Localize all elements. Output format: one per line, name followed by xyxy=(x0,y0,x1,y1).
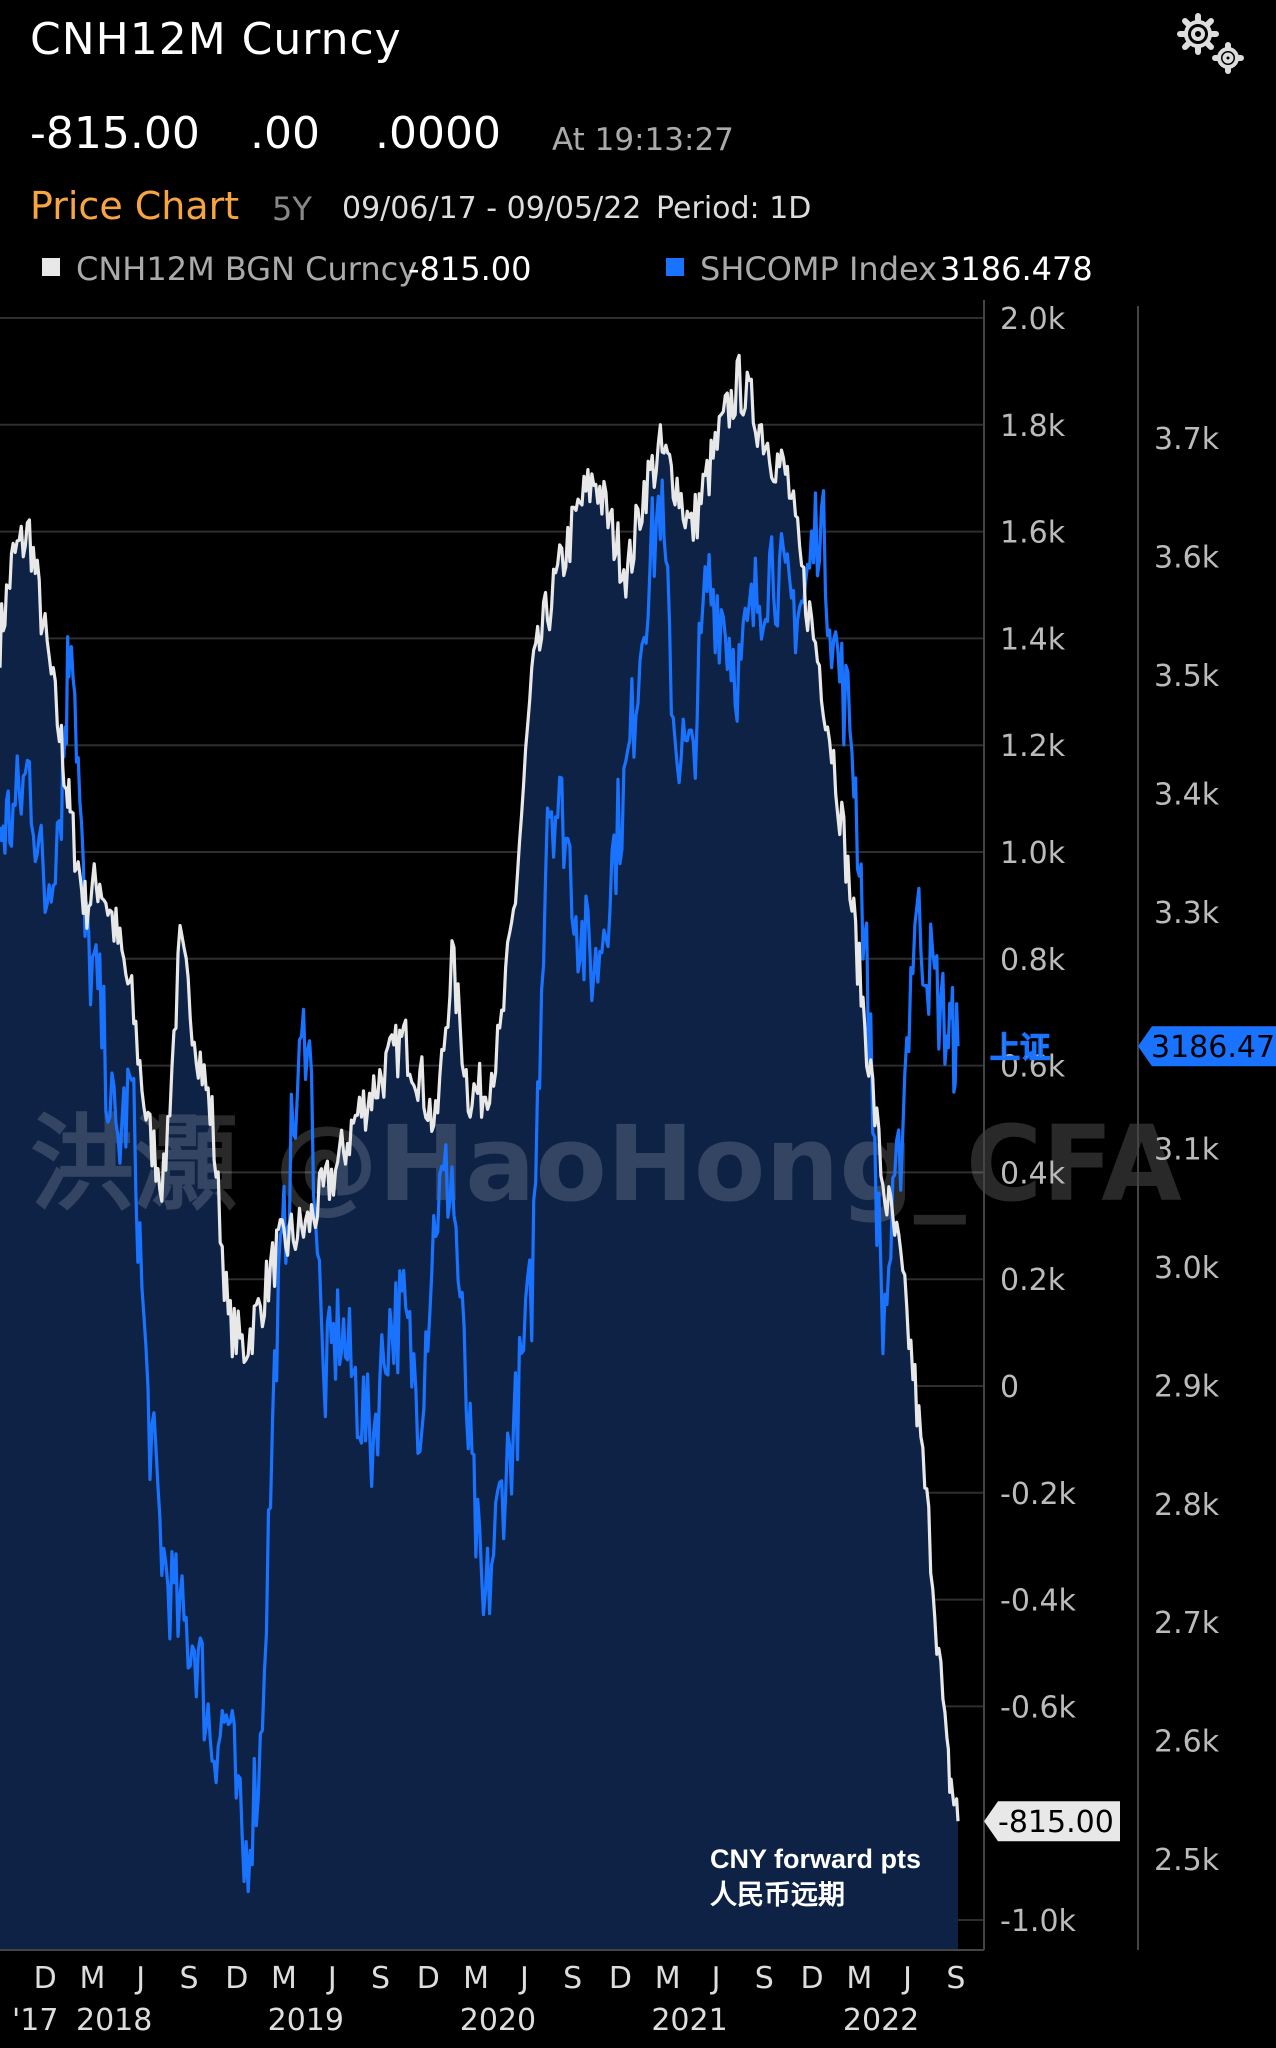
month-tick-label: S xyxy=(755,1961,774,1996)
legend-value-shcomp: 3186.478 xyxy=(940,250,1093,288)
shcomp-last-value: 3186.478 xyxy=(1151,1030,1276,1065)
net-change: .00 xyxy=(250,108,320,159)
right-tick-label: 2.5k xyxy=(1154,1843,1220,1878)
year-tick-label: 2021 xyxy=(651,2003,727,2038)
year-tick-label: 2018 xyxy=(76,2003,152,2038)
date-range[interactable]: 09/06/17 - 09/05/22 xyxy=(342,191,642,226)
left-axis-ticks: 2.0k 1.8k 1.6k 1.4k 1.2k 1.0k 0.8k 0.6k 0.4k 0.2k… xyxy=(1000,302,1077,1939)
left-tick-label: 0.8k xyxy=(1000,943,1066,978)
right-axis-ticks: 3.7k 3.6k 3.5k 3.4k 3.3k 3.1k 3.0k 2.9k 2.8k 2.7k… xyxy=(1154,422,1220,1878)
period-selector[interactable]: Period: 1D xyxy=(656,191,812,226)
month-tick-label: M xyxy=(463,1961,489,1996)
month-tick-label: D xyxy=(34,1961,57,1996)
cnh-area-fill xyxy=(0,355,958,1950)
month-tick-label: J xyxy=(326,1961,337,1996)
cnh-last-value: -815.00 xyxy=(998,1805,1114,1840)
right-tick-label: 3.7k xyxy=(1154,422,1220,457)
left-tick-label: 1.8k xyxy=(1000,409,1066,444)
month-tick-label: M xyxy=(846,1961,872,1996)
left-tick-label: -0.2k xyxy=(1000,1477,1077,1512)
range-selector[interactable]: 5Y xyxy=(272,190,312,228)
year-tick-label: 2022 xyxy=(843,2003,919,2038)
last-value-labels: -815.00 3186.478 上证 xyxy=(984,1026,1276,1842)
month-tick-label: J xyxy=(901,1961,912,1996)
cnh-last-badge xyxy=(984,1801,1120,1842)
left-tick-label: -0.4k xyxy=(1000,1584,1077,1619)
quote-time: At 19:13:27 xyxy=(552,122,734,158)
page-title: CNH12M Curncy xyxy=(30,14,402,65)
legend-name-shcomp: SHCOMP Index xyxy=(700,250,938,288)
x-axis-ticks: D M J S D M J S D M J S D M J S D M J S'17 2018 2019 2020 2021 2… xyxy=(12,1961,965,2038)
month-tick-label: S xyxy=(563,1961,582,1996)
month-tick-label: J xyxy=(134,1961,145,1996)
month-tick-label: M xyxy=(271,1961,297,1996)
year-tick-label: '17 xyxy=(12,2003,58,2038)
pct-change: .0000 xyxy=(375,108,501,159)
month-tick-label: D xyxy=(417,1961,440,1996)
right-tick-label: 3.1k xyxy=(1154,1133,1220,1168)
left-tick-label: 0.6k xyxy=(1000,1050,1066,1085)
left-tick-label: 1.2k xyxy=(1000,729,1066,764)
gear-icon[interactable] xyxy=(1170,8,1250,78)
right-tick-label: 2.7k xyxy=(1154,1606,1220,1641)
left-tick-label: 1.6k xyxy=(1000,516,1066,551)
price-chart[interactable]: 洪灝 @HaoHong_CFA 2.0k 1.8k 1.6k 1.4k 1.2k 1.0k… xyxy=(0,300,1276,2048)
month-tick-label: S xyxy=(179,1961,198,1996)
right-tick-label: 2.9k xyxy=(1154,1369,1220,1404)
month-tick-label: M xyxy=(79,1961,105,1996)
legend-name-cnh: CNH12M BGN Curncy xyxy=(76,250,418,288)
month-tick-label: J xyxy=(518,1961,529,1996)
left-tick-label: -0.6k xyxy=(1000,1690,1077,1725)
month-tick-label: S xyxy=(371,1961,390,1996)
left-tick-label: 0.2k xyxy=(1000,1263,1066,1298)
annotation-line-2: 人民币远期 xyxy=(710,1880,845,1910)
legend-swatch-cnh xyxy=(42,258,60,276)
month-tick-label: D xyxy=(225,1961,248,1996)
shcomp-series-line xyxy=(0,478,960,1894)
month-tick-label: S xyxy=(946,1961,965,1996)
left-tick-label: 0 xyxy=(1000,1370,1019,1405)
left-tick-label: 0.4k xyxy=(1000,1156,1066,1191)
watermark: 洪灝 @HaoHong_CFA xyxy=(30,1103,1182,1225)
annotation-line-1: CNY forward pts xyxy=(710,1844,921,1874)
right-tick-label: 3.4k xyxy=(1154,777,1220,812)
shcomp-last-badge xyxy=(1138,1026,1276,1067)
right-tick-label: 3.5k xyxy=(1154,659,1220,694)
right-tick-label: 3.3k xyxy=(1154,896,1220,931)
left-tick-label: 1.4k xyxy=(1000,622,1066,657)
cnh-series-line xyxy=(0,353,960,1822)
month-tick-label: D xyxy=(609,1961,632,1996)
month-tick-label: M xyxy=(655,1961,681,1996)
right-tick-label: 2.6k xyxy=(1154,1725,1220,1760)
right-tick-label: 2.8k xyxy=(1154,1488,1220,1523)
price-chart-tab[interactable]: Price Chart xyxy=(30,184,240,228)
last-price: -815.00 xyxy=(30,108,200,159)
legend-value-cnh: -815.00 xyxy=(408,250,532,288)
year-tick-label: 2019 xyxy=(268,2003,344,2038)
right-tick-label: 3.6k xyxy=(1154,541,1220,576)
left-tick-label: 1.0k xyxy=(1000,836,1066,871)
right-tick-label: 3.0k xyxy=(1154,1251,1220,1286)
month-tick-label: J xyxy=(710,1961,721,1996)
legend-swatch-shcomp xyxy=(666,258,684,276)
left-tick-label: 2.0k xyxy=(1000,302,1066,337)
year-tick-label: 2020 xyxy=(460,2003,536,2038)
left-tick-label: -1.0k xyxy=(1000,1904,1077,1939)
month-tick-label: D xyxy=(801,1961,824,1996)
shcomp-cn-label: 上证 xyxy=(990,1031,1050,1066)
